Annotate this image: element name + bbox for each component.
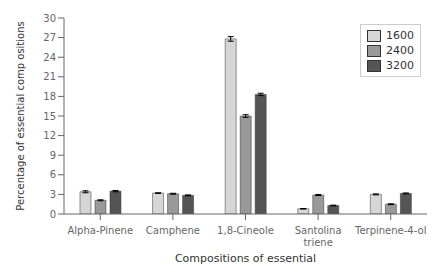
svg-text:Terpinene-4-ol: Terpinene-4-ol xyxy=(354,225,426,236)
svg-text:15: 15 xyxy=(43,111,56,122)
svg-text:27: 27 xyxy=(43,32,56,43)
html-text:3200: 3200 xyxy=(386,59,414,72)
svg-text:12: 12 xyxy=(43,130,56,141)
svg-text:Camphene: Camphene xyxy=(146,225,200,236)
svg-text:Alpha-Pinene: Alpha-Pinene xyxy=(67,225,133,236)
svg-text:0: 0 xyxy=(50,209,56,220)
svg-text:6: 6 xyxy=(50,169,56,180)
svg-text:Compositions of essential: Compositions of essential xyxy=(175,252,316,265)
svg-text:1,8-Cineole: 1,8-Cineole xyxy=(217,225,274,236)
svg-text:30: 30 xyxy=(43,13,56,24)
html-text:2400: 2400 xyxy=(386,44,414,57)
svg-text:Percentage of essential comp o: Percentage of essential comp ositions xyxy=(15,21,26,210)
svg-text:Santolinatriene: Santolinatriene xyxy=(295,225,342,248)
svg-text:21: 21 xyxy=(43,71,56,82)
html-text:1600: 1600 xyxy=(386,29,414,42)
svg-text:3: 3 xyxy=(50,189,56,200)
svg-text:9: 9 xyxy=(50,150,56,161)
svg-text:24: 24 xyxy=(43,52,56,63)
svg-text:18: 18 xyxy=(43,91,56,102)
